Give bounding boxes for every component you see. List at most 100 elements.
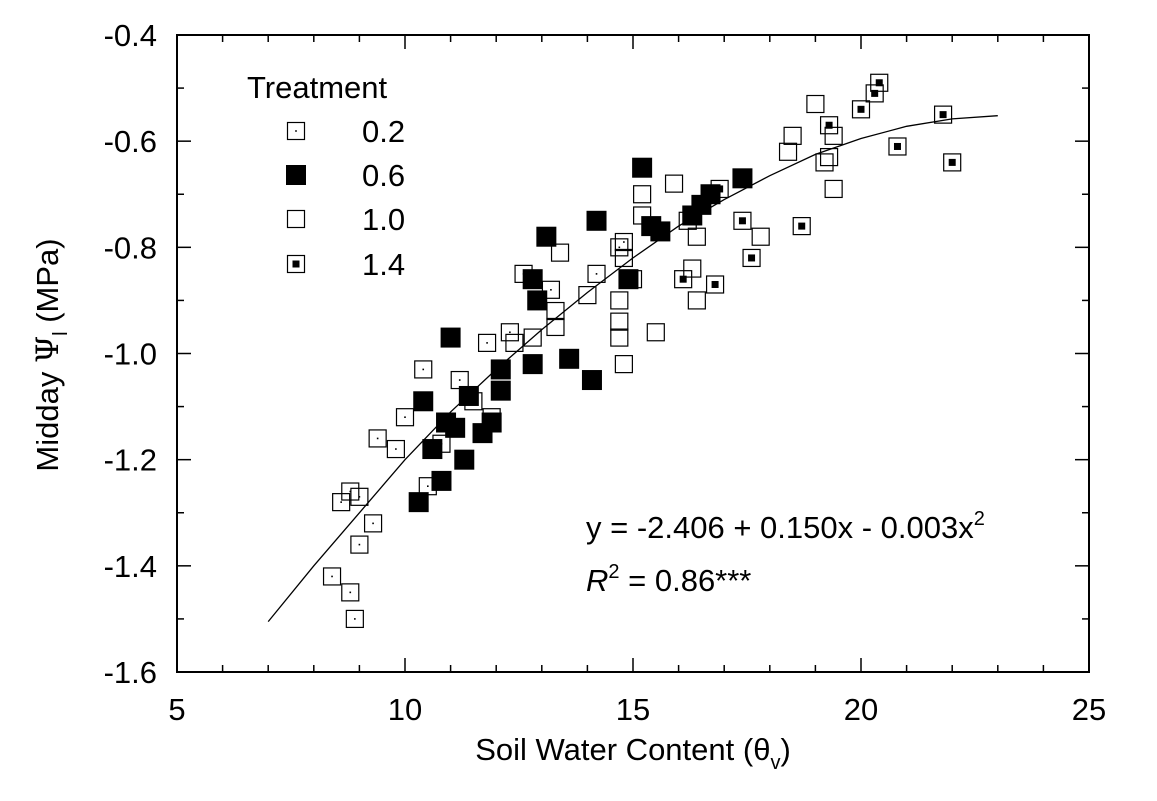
data-point (610, 291, 629, 310)
data-point (523, 328, 542, 347)
data-point (851, 100, 871, 119)
legend-marker (286, 165, 306, 185)
data-point (888, 137, 907, 156)
data-point (490, 380, 511, 401)
data-point (395, 408, 415, 427)
data-point (341, 482, 360, 501)
data-point (527, 290, 548, 311)
y-axis-label: Midday Ψl (MPa) (30, 238, 72, 471)
data-point (646, 323, 665, 342)
legend-label: 0.6 (362, 158, 405, 193)
y-tick-label: -1.6 (104, 655, 157, 690)
data-point (687, 227, 706, 246)
data-point (824, 179, 843, 199)
data-point (490, 359, 511, 380)
data-point (581, 370, 602, 391)
y-tick-label: -1.0 (104, 337, 157, 372)
data-point (687, 291, 706, 310)
data-point (322, 567, 342, 586)
y-tick-label: -0.4 (104, 18, 157, 53)
data-point (522, 354, 543, 375)
data-point (633, 206, 652, 225)
y-tick-label: -1.2 (104, 443, 157, 478)
data-points (322, 73, 962, 629)
data-point (408, 492, 429, 513)
data-point (578, 286, 597, 305)
x-tick-label: 20 (844, 692, 878, 727)
legend-label: 1.0 (362, 202, 405, 237)
data-point (678, 211, 697, 230)
data-point (505, 333, 524, 352)
legend-label: 1.4 (362, 247, 405, 282)
x-tick-label: 15 (616, 692, 650, 727)
data-point (413, 391, 434, 412)
data-point (819, 147, 839, 167)
data-point (445, 417, 466, 438)
data-point (705, 275, 725, 294)
y-tick-label: -0.8 (104, 230, 157, 265)
data-point (422, 439, 443, 460)
axis-ticks (176, 34, 1090, 673)
data-point (614, 232, 633, 252)
data-point (664, 174, 684, 193)
data-point (806, 94, 825, 114)
data-point (733, 211, 752, 230)
x-tick-labels: 5 10 15 20 25 (168, 692, 1106, 727)
y-tick-label: -1.4 (104, 549, 157, 584)
fit-r-squared: R2 = 0.86*** (586, 561, 751, 598)
data-point (587, 264, 606, 283)
data-point (559, 348, 580, 369)
data-point (546, 301, 565, 321)
data-point (440, 327, 461, 348)
data-point (792, 217, 811, 236)
data-point (454, 449, 475, 470)
data-point (363, 514, 383, 533)
data-point (618, 269, 639, 290)
fit-curve (267, 115, 998, 623)
data-point (632, 157, 653, 178)
data-point (610, 238, 629, 257)
data-point (458, 385, 479, 406)
data-point (870, 73, 889, 92)
data-point (710, 179, 729, 199)
data-point (481, 412, 502, 433)
data-point (368, 429, 387, 448)
legend-marker (286, 209, 306, 229)
x-tick-label: 25 (1072, 692, 1106, 727)
data-point (865, 84, 884, 103)
data-point (536, 226, 557, 247)
data-point (700, 184, 721, 205)
data-point (623, 270, 643, 289)
data-point (586, 210, 607, 231)
y-tick-label: -0.6 (104, 124, 157, 159)
data-point (541, 280, 561, 299)
fit-equation: y = -2.406 + 0.150x - 0.003x2 (586, 508, 985, 545)
x-axis-label: Soil Water Content (θv) (475, 732, 791, 774)
data-point (500, 323, 519, 342)
data-point (477, 333, 497, 352)
data-point (610, 328, 629, 347)
data-point (943, 153, 962, 172)
data-point (633, 185, 652, 204)
data-point (824, 126, 843, 145)
data-point (546, 317, 565, 337)
legend-marker (286, 254, 306, 274)
data-point (683, 259, 702, 278)
data-point (742, 248, 761, 268)
data-point (783, 126, 802, 145)
legend-label: 0.2 (362, 114, 405, 149)
data-point (522, 269, 543, 290)
data-point (614, 248, 633, 268)
data-point (610, 312, 629, 331)
data-point (341, 583, 360, 602)
data-point (819, 116, 839, 135)
data-point (350, 487, 369, 506)
data-point (350, 535, 369, 554)
data-point (414, 360, 433, 379)
data-point (345, 609, 364, 629)
data-point (650, 221, 671, 242)
y-tick-labels: -1.6 -1.4 -1.2 -1.0 -0.8 -0.6 -0.4 (104, 18, 157, 690)
data-point (674, 270, 693, 289)
data-point (332, 493, 351, 512)
